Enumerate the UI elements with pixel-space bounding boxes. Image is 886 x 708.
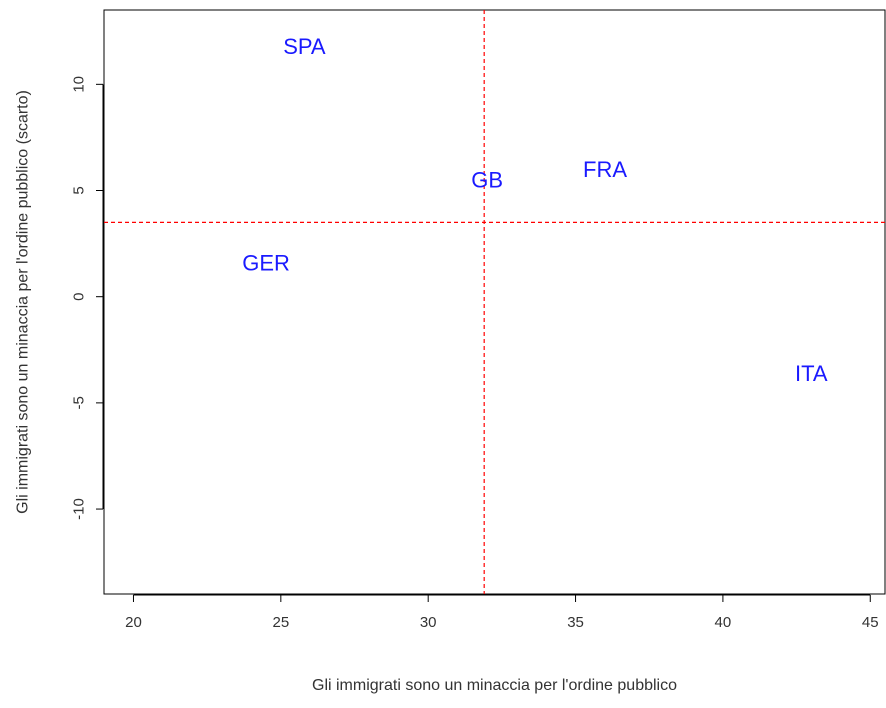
point-label-gb: GB (471, 168, 503, 193)
y-tick-label: 5 (70, 186, 87, 194)
x-tick-label: 45 (862, 614, 879, 631)
x-tick-label: 30 (420, 614, 437, 631)
point-label-ita: ITA (795, 361, 828, 386)
y-tick-label: 10 (70, 76, 87, 93)
x-tick-label: 20 (125, 614, 142, 631)
point-label-ger: GER (242, 250, 290, 275)
x-tick-label: 35 (567, 614, 584, 631)
x-tick-label: 25 (272, 614, 289, 631)
y-tick-label: 0 (70, 293, 87, 301)
point-label-spa: SPA (283, 34, 326, 59)
data-points: SPA GB FRA GER ITA (242, 34, 828, 386)
x-axis: 20 25 30 35 40 45 (125, 594, 879, 631)
y-tick-label: -10 (70, 498, 87, 520)
x-tick-label: 40 (715, 614, 732, 631)
y-tick-label: -5 (70, 396, 87, 409)
reference-lines (104, 10, 885, 594)
y-axis: -10 -5 0 5 10 (70, 76, 104, 520)
point-label-fra: FRA (583, 157, 627, 182)
plot-frame (103, 9, 886, 595)
y-axis-title: Gli immigrati sono un minaccia per l'ord… (15, 90, 32, 514)
x-axis-title: Gli immigrati sono un minaccia per l'ord… (312, 677, 677, 694)
